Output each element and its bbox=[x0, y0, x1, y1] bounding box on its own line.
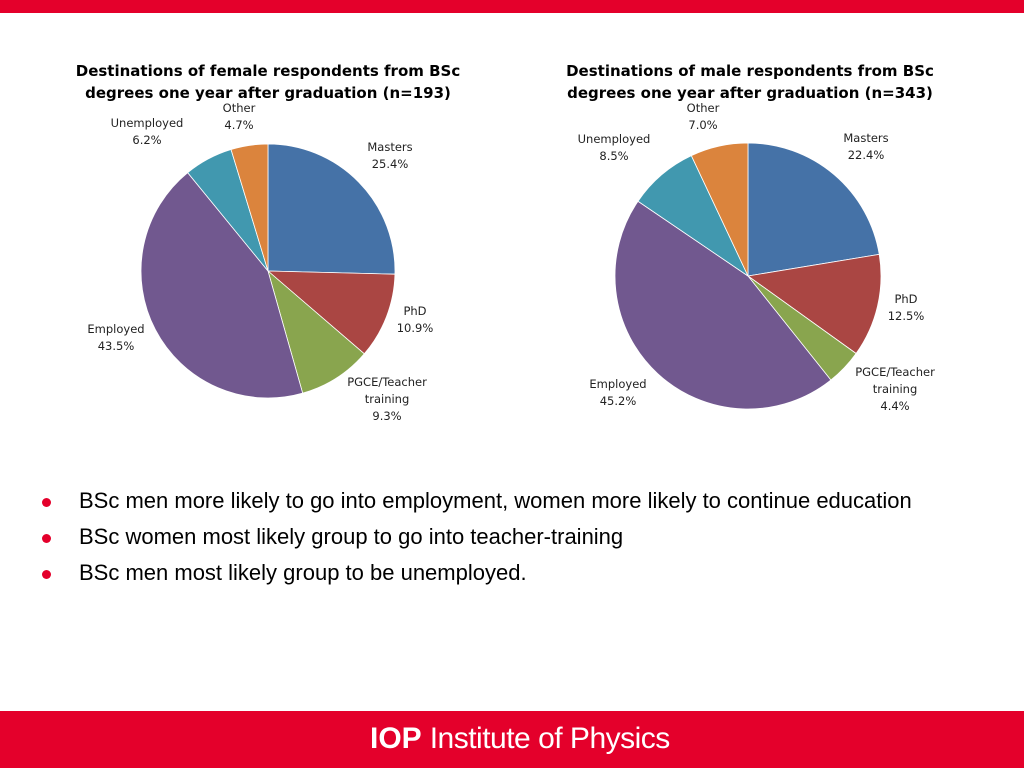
bullet-text: BSc women most likely group to go into t… bbox=[79, 524, 624, 549]
pie-slice-employed bbox=[140, 172, 304, 399]
slice-label-masters: Masters 22.4% bbox=[843, 131, 888, 162]
slice-value: 7.0% bbox=[688, 118, 717, 132]
slice-label-unemployed: Unemployed 8.5% bbox=[578, 132, 651, 163]
slice-value: 4.7% bbox=[224, 118, 253, 132]
slice-name: Employed bbox=[87, 322, 144, 336]
male-destinations-chart: Destinations of male respondents from BS… bbox=[540, 50, 960, 450]
pie-slice-masters bbox=[747, 142, 880, 277]
slice-label-pgce-teacher-training: PGCE/Teacher training 4.4% bbox=[855, 365, 935, 413]
list-item: BSc men more likely to go into employmen… bbox=[40, 486, 970, 516]
top-brand-bar bbox=[0, 0, 1024, 13]
logo-mark: IOP bbox=[370, 722, 422, 755]
slice-name: PGCE/Teacher bbox=[347, 375, 427, 389]
bullet-text: BSc men most likely group to be unemploy… bbox=[79, 560, 527, 585]
slice-name: Other bbox=[223, 101, 256, 115]
list-item: BSc women most likely group to go into t… bbox=[40, 522, 970, 552]
slice-name: PhD bbox=[403, 304, 426, 318]
slice-value: 25.4% bbox=[372, 157, 409, 171]
slice-label-pgce-teacher-training: PGCE/Teacher training 9.3% bbox=[347, 375, 427, 423]
chart-title-line-2: degrees one year after graduation (n=343… bbox=[567, 84, 933, 102]
chart-title-line-2: degrees one year after graduation (n=193… bbox=[85, 84, 451, 102]
iop-logo: IOP Institute of Physics bbox=[370, 720, 670, 758]
pie-slice-other bbox=[690, 142, 749, 277]
slice-value: 6.2% bbox=[132, 133, 161, 147]
slice-label-masters: Masters 25.4% bbox=[367, 140, 412, 171]
slice-name: Employed bbox=[589, 377, 646, 391]
slice-label-other: Other 4.7% bbox=[223, 101, 256, 132]
footer-brand-bar: IOP Institute of Physics bbox=[0, 711, 1024, 768]
slice-label-phd: PhD 10.9% bbox=[397, 304, 434, 335]
bullet-dot-icon bbox=[42, 498, 51, 507]
findings-list: BSc men more likely to go into employmen… bbox=[40, 486, 970, 594]
slice-value: 4.4% bbox=[880, 399, 909, 413]
slice-value: 9.3% bbox=[372, 409, 401, 423]
slice-name: Masters bbox=[367, 140, 412, 154]
slice-name: PhD bbox=[894, 292, 917, 306]
logo-text: Institute of Physics bbox=[429, 722, 671, 755]
slice-label-unemployed: Unemployed 6.2% bbox=[111, 116, 184, 147]
slice-value: 43.5% bbox=[98, 339, 135, 353]
chart-title-line-1: Destinations of female respondents from … bbox=[75, 62, 461, 80]
chart-title: Destinations of female respondents from … bbox=[58, 60, 478, 104]
list-item: BSc men most likely group to be unemploy… bbox=[40, 558, 970, 588]
chart-title-line-1: Destinations of male respondents from BS… bbox=[566, 62, 934, 80]
pie-slice-masters bbox=[267, 143, 396, 275]
slice-name: Other bbox=[687, 101, 720, 115]
slice-name: Masters bbox=[843, 131, 888, 145]
slice-label-employed: Employed 45.2% bbox=[589, 377, 646, 408]
slice-value: 12.5% bbox=[888, 309, 925, 323]
male-pie: Masters 22.4% PhD 12.5% PGCE/Teacher training… bbox=[578, 101, 935, 413]
slice-name: Unemployed bbox=[111, 116, 184, 130]
female-destinations-chart: Destinations of female respondents from … bbox=[58, 50, 478, 450]
bullet-dot-icon bbox=[42, 534, 51, 543]
slice-value: 22.4% bbox=[848, 148, 885, 162]
slice-name: training bbox=[365, 392, 410, 406]
slice-name: training bbox=[873, 382, 918, 396]
female-pie: Masters 25.4% PhD 10.9% PGCE/Teacher training… bbox=[87, 101, 434, 423]
slice-value: 8.5% bbox=[599, 149, 628, 163]
slice-label-other: Other 7.0% bbox=[687, 101, 720, 132]
bullet-text: BSc men more likely to go into employmen… bbox=[79, 488, 912, 513]
slice-label-employed: Employed 43.5% bbox=[87, 322, 144, 353]
pie-slice-phd bbox=[266, 270, 396, 355]
slice-name: PGCE/Teacher bbox=[855, 365, 935, 379]
slice-value: 10.9% bbox=[397, 321, 434, 335]
bullet-dot-icon bbox=[42, 570, 51, 579]
slice-value: 45.2% bbox=[600, 394, 637, 408]
pie-slice-employed bbox=[614, 200, 832, 410]
slice-label-phd: PhD 12.5% bbox=[888, 292, 925, 323]
slice-name: Unemployed bbox=[578, 132, 651, 146]
pie-slice-phd bbox=[746, 253, 882, 355]
pie-slice-other bbox=[230, 143, 269, 272]
chart-title: Destinations of male respondents from BS… bbox=[540, 60, 960, 104]
